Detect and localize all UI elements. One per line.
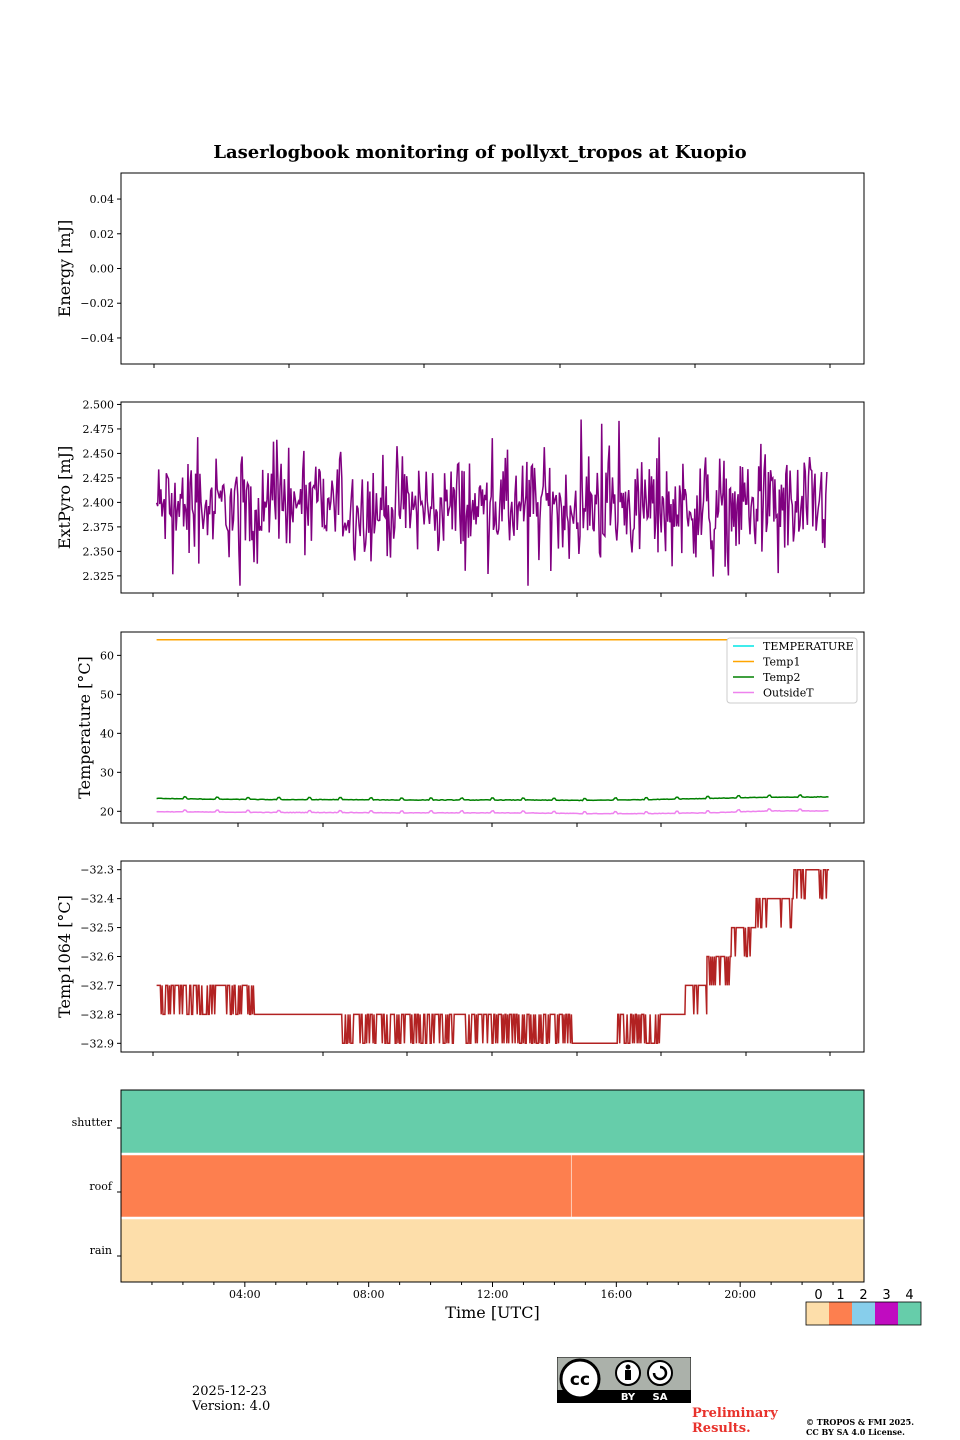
- extpyro-panel: 2.500 2.475 2.450 2.425 2.400 2.375 2.350 2.325…: [55, 398, 865, 597]
- status-row-rain: [121, 1218, 864, 1282]
- preliminary-results-note: Preliminary Results.: [692, 1406, 778, 1436]
- temp1064-panel: −32.3 −32.4 −32.5 −32.6 −32.7 −32.8 −32.9 Temp1…: [55, 860, 865, 1056]
- y-tick-label: 2.500: [83, 398, 115, 411]
- x-tick-label: 08:00: [353, 1288, 385, 1301]
- y-tick-label: 2.450: [83, 447, 115, 460]
- legend-label: Temp1: [763, 656, 800, 669]
- colorbar-swatch-1: [829, 1302, 852, 1325]
- legend-label: Temp2: [763, 671, 800, 684]
- by-person-body: [625, 1370, 631, 1380]
- y-tick-label: 2.475: [83, 423, 115, 436]
- colorbar-swatch-4: [898, 1302, 921, 1325]
- y-tick-label: −32.8: [80, 1008, 114, 1021]
- plot-area: [156, 868, 830, 1045]
- y-axis-label: Temperature [°C]: [75, 656, 94, 799]
- plot-area: [156, 639, 830, 815]
- extpyro-line: [155, 419, 828, 586]
- temperature-panel: 60 50 40 30 20 Temperature [°C] TEMPERATURE Tem…: [75, 631, 865, 827]
- status-row-roof: [121, 1154, 864, 1218]
- y-tick-label: 2.325: [83, 570, 115, 583]
- x-tick-label: 12:00: [477, 1288, 509, 1301]
- legend-label: TEMPERATURE: [763, 640, 854, 653]
- temp1064-line: [156, 868, 830, 1045]
- y-tick-label: 2.425: [83, 472, 115, 485]
- y-tick-label: 0.04: [90, 193, 115, 206]
- status-row-shutter: [121, 1090, 864, 1154]
- cc-icon: [559, 1358, 601, 1400]
- footer-info: 2025-12-23 Version: 4.0: [192, 1384, 270, 1414]
- y-tick-label: 0.00: [90, 263, 115, 276]
- temp2-line: [156, 794, 829, 802]
- figure-title: Laserlogbook monitoring of pollyxt_tropo…: [213, 142, 746, 163]
- axes-frame: [120, 172, 865, 365]
- legend-label: OutsideT: [763, 687, 814, 700]
- y-tick-label: −32.3: [80, 864, 114, 877]
- sa-label: SA: [653, 1392, 668, 1403]
- status-row-label: rain: [90, 1244, 112, 1257]
- by-label: BY: [621, 1392, 636, 1403]
- cc-by-sa-badge: cc BY SA: [557, 1357, 691, 1403]
- plot-area: [155, 419, 828, 586]
- y-tick-label: 40: [100, 727, 114, 740]
- colorbar-swatch-2: [852, 1302, 875, 1325]
- y-tick-label: −32.5: [80, 922, 114, 935]
- legend: TEMPERATURE Temp1 Temp2 OutsideT: [726, 637, 858, 704]
- colorbar-tick-label: 0: [814, 1288, 822, 1303]
- y-tick-label: −32.6: [80, 951, 114, 964]
- y-tick-label: 50: [100, 688, 114, 701]
- footer-version: Version: 4.0: [192, 1399, 271, 1414]
- y-tick-label: −32.7: [80, 979, 114, 992]
- axes-frame: [120, 860, 865, 1053]
- x-tick-label: 04:00: [229, 1288, 261, 1301]
- preliminary-line-2: Results.: [692, 1421, 751, 1436]
- y-axis-label: Temp1064 [°C]: [55, 895, 74, 1018]
- copyright-line-2: CC BY SA 4.0 License.: [806, 1427, 905, 1437]
- x-axis-label: Time [UTC]: [445, 1303, 539, 1322]
- y-tick-label: 2.350: [83, 545, 115, 558]
- x-tick-label: 16:00: [600, 1288, 632, 1301]
- y-axis-label: Energy [mJ]: [55, 220, 74, 318]
- status-row-label: shutter: [72, 1116, 113, 1129]
- sa-share-icon: [647, 1360, 673, 1386]
- preliminary-line-1: Preliminary: [692, 1406, 778, 1421]
- copyright-line-1: © TROPOS & FMI 2025.: [806, 1417, 915, 1427]
- y-tick-label: 20: [100, 805, 114, 818]
- colorbar-tick-label: 3: [882, 1288, 890, 1303]
- legend-box: [726, 637, 858, 704]
- status-row-label: roof: [89, 1180, 113, 1193]
- y-tick-label: 2.375: [83, 521, 115, 534]
- y-axis-label: ExtPyro [mJ]: [55, 446, 74, 549]
- colorbar-tick-label: 1: [836, 1288, 844, 1303]
- footer-date: 2025-12-23: [192, 1384, 267, 1399]
- outsidet-line: [156, 808, 829, 815]
- x-tick-label: 20:00: [724, 1288, 756, 1301]
- by-person-head: [625, 1364, 631, 1370]
- y-tick-label: 30: [100, 766, 114, 779]
- colorbar-swatch-0: [806, 1302, 829, 1325]
- colorbar-swatch-3: [875, 1302, 898, 1325]
- y-tick-label: −32.4: [80, 893, 114, 906]
- energy-panel: 0.04 0.02 0.00 −0.02 −0.04 Energy [mJ]: [55, 172, 865, 368]
- y-tick-label: −0.02: [80, 297, 114, 310]
- y-tick-label: 2.400: [83, 496, 115, 509]
- sa-share-arrow: [652, 1365, 668, 1381]
- copyright-note: © TROPOS & FMI 2025. CC BY SA 4.0 Licens…: [806, 1417, 914, 1437]
- colorbar-frame: [805, 1301, 922, 1326]
- cc-icon-text: cc: [570, 1370, 590, 1390]
- y-tick-label: 0.02: [90, 228, 115, 241]
- colorbar-tick-label: 2: [859, 1288, 867, 1303]
- y-tick-label: 60: [100, 649, 114, 662]
- y-tick-label: −0.04: [80, 332, 114, 345]
- status-panel: shutter roof rain 04:00 08:00 12:00 16:00 20:00…: [72, 1089, 865, 1322]
- y-tick-label: −32.9: [80, 1037, 114, 1050]
- colorbar-tick-label: 4: [905, 1288, 913, 1303]
